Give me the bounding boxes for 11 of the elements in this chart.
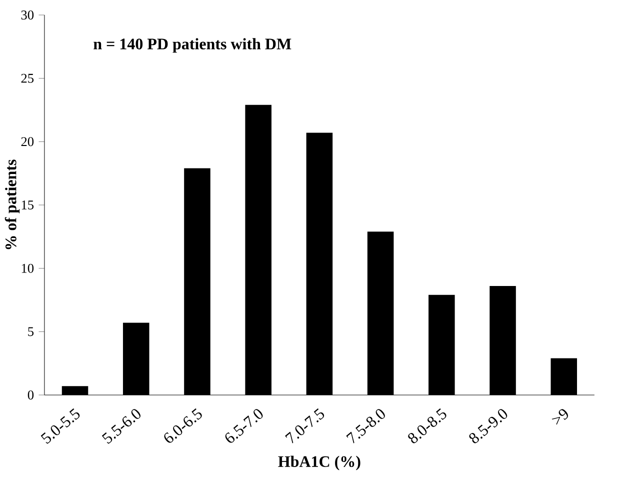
y-tick-label: 15 xyxy=(22,200,34,210)
y-tick-label: 5 xyxy=(28,327,34,336)
x-tick-label: >9 xyxy=(552,409,568,425)
y-tick-label: 10 xyxy=(22,264,34,273)
annotation: n = 140 PD patients with DM xyxy=(94,38,292,53)
y-tick-label: 20 xyxy=(21,137,34,146)
y-tick-label: 30 xyxy=(21,10,34,20)
x-axis-title: HbA1C (%) xyxy=(278,456,360,470)
y-tick-label: 25 xyxy=(21,74,34,83)
y-axis-title: % of patients xyxy=(4,160,20,250)
y-tick-label: 0 xyxy=(28,390,34,400)
